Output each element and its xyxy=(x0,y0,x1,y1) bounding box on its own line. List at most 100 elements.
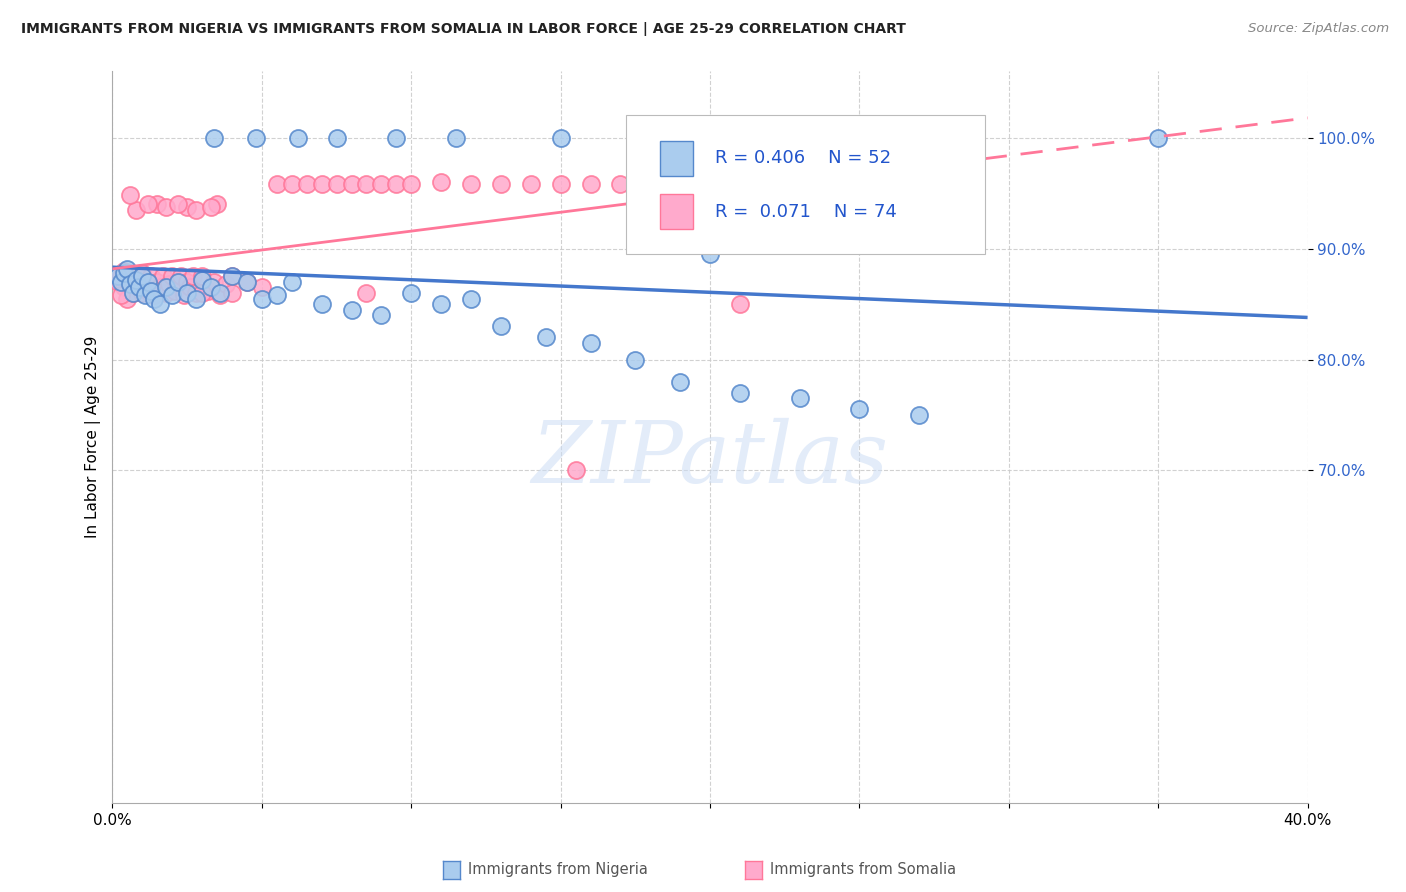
Point xyxy=(179,280,201,294)
Point xyxy=(200,280,222,294)
Point xyxy=(202,131,225,145)
Point xyxy=(266,288,288,302)
Point xyxy=(134,288,156,302)
Text: R =  0.071    N = 74: R = 0.071 N = 74 xyxy=(714,202,897,221)
Point xyxy=(143,292,166,306)
Point xyxy=(122,285,145,300)
Point xyxy=(176,200,198,214)
Point xyxy=(114,264,135,278)
Point xyxy=(208,288,231,302)
Point xyxy=(138,275,160,289)
Point xyxy=(117,269,139,284)
Point xyxy=(250,292,273,306)
Point xyxy=(908,408,931,422)
Point xyxy=(117,292,139,306)
Text: Immigrants from Somalia: Immigrants from Somalia xyxy=(770,863,956,877)
Point xyxy=(191,269,214,284)
Point xyxy=(125,269,148,284)
Text: IMMIGRANTS FROM NIGERIA VS IMMIGRANTS FROM SOMALIA IN LABOR FORCE | AGE 25-29 CO: IMMIGRANTS FROM NIGERIA VS IMMIGRANTS FR… xyxy=(21,22,905,37)
Point xyxy=(370,308,392,322)
Point xyxy=(167,197,190,211)
Y-axis label: In Labor Force | Age 25-29: In Labor Force | Age 25-29 xyxy=(86,336,101,538)
Point xyxy=(489,319,512,334)
Point xyxy=(401,178,423,192)
Point xyxy=(401,285,423,300)
Point xyxy=(134,275,156,289)
Point xyxy=(430,175,453,189)
Point xyxy=(281,275,304,289)
Point xyxy=(489,178,512,192)
Point xyxy=(202,275,225,289)
Text: R = 0.406    N = 52: R = 0.406 N = 52 xyxy=(714,149,891,168)
Point xyxy=(789,392,811,406)
Point xyxy=(311,297,333,311)
Point xyxy=(236,275,259,289)
Point xyxy=(120,266,142,280)
Point xyxy=(250,280,273,294)
Point xyxy=(107,269,129,284)
Point xyxy=(460,292,482,306)
FancyBboxPatch shape xyxy=(626,115,984,254)
Point xyxy=(125,273,148,287)
Point xyxy=(520,178,543,192)
Point xyxy=(197,284,219,298)
Point xyxy=(609,178,631,192)
Point xyxy=(155,280,177,294)
Point xyxy=(638,178,662,192)
Point xyxy=(131,269,153,284)
Point xyxy=(162,288,183,302)
Point xyxy=(385,131,408,145)
Point xyxy=(146,275,169,289)
Point xyxy=(550,178,572,192)
Point xyxy=(138,284,160,298)
Point xyxy=(728,297,751,311)
Point xyxy=(110,288,132,302)
Point xyxy=(107,275,129,289)
Point xyxy=(221,269,243,284)
Point xyxy=(138,197,160,211)
Point xyxy=(236,275,259,289)
Point xyxy=(114,266,135,280)
Point xyxy=(325,131,347,145)
Point xyxy=(162,269,183,284)
Point xyxy=(128,280,150,294)
Point xyxy=(1147,131,1170,145)
Point xyxy=(356,285,378,300)
Point xyxy=(165,284,187,298)
Point xyxy=(245,131,267,145)
Point xyxy=(295,178,318,192)
Point xyxy=(186,292,208,306)
FancyBboxPatch shape xyxy=(659,194,693,229)
Text: Immigrants from Nigeria: Immigrants from Nigeria xyxy=(468,863,648,877)
Point xyxy=(340,302,363,317)
Point xyxy=(460,178,482,192)
Point xyxy=(141,269,163,284)
Point xyxy=(114,280,135,294)
Point xyxy=(208,285,231,300)
Point xyxy=(117,261,139,276)
Point xyxy=(110,269,132,284)
Point xyxy=(181,269,204,284)
Point xyxy=(120,188,142,202)
Point xyxy=(287,131,309,145)
Point xyxy=(699,178,721,192)
Point xyxy=(550,131,572,145)
Point xyxy=(385,178,408,192)
Point xyxy=(146,197,169,211)
Point xyxy=(152,269,174,284)
Point xyxy=(624,352,647,367)
Point xyxy=(638,131,662,145)
Point xyxy=(311,178,333,192)
Point xyxy=(221,285,243,300)
Point xyxy=(444,131,467,145)
Point xyxy=(155,200,177,214)
Point xyxy=(131,285,153,300)
Point xyxy=(170,269,193,284)
Point xyxy=(176,285,198,300)
Point xyxy=(430,297,453,311)
Point xyxy=(564,463,586,477)
Point xyxy=(266,178,288,192)
Point xyxy=(215,277,238,292)
Point xyxy=(149,280,172,294)
FancyBboxPatch shape xyxy=(659,141,693,176)
